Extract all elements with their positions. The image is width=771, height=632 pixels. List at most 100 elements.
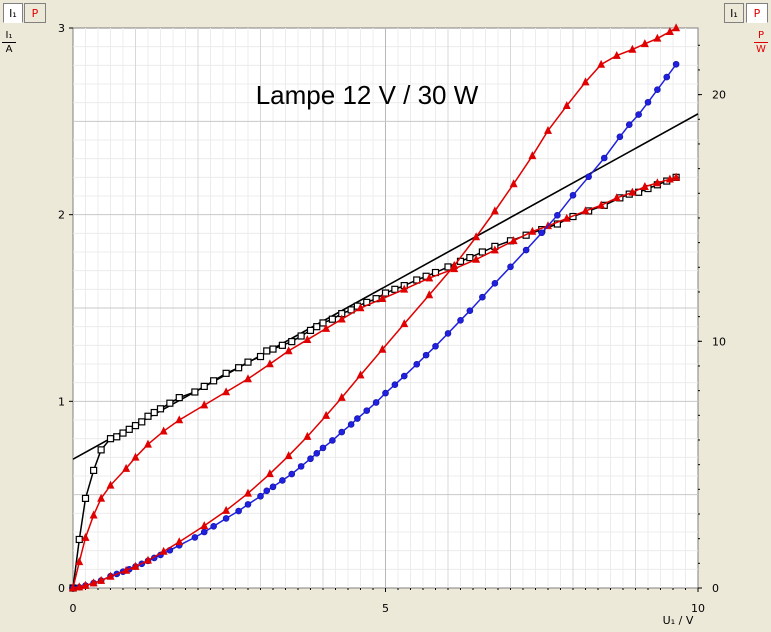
data-point-circle (382, 389, 389, 397)
data-point-triangle (159, 426, 168, 435)
data-point-triangle (400, 284, 409, 293)
data-point-triangle (378, 293, 387, 302)
data-point-triangle (222, 387, 231, 396)
data-point-circle (413, 360, 421, 368)
data-point-square (175, 394, 183, 402)
data-point-circle (491, 280, 499, 287)
data-point-triangle (89, 510, 98, 519)
y-left-tick-label: 3 (58, 22, 65, 35)
data-point-circle (479, 293, 486, 301)
data-point-triangle (144, 439, 152, 448)
data-point-triangle (89, 578, 98, 587)
data-point-square (256, 352, 265, 361)
data-point-triangle (106, 571, 115, 580)
data-point-triangle (425, 273, 434, 282)
data-point-triangle (131, 561, 140, 570)
data-point-circle (222, 515, 230, 522)
data-point-square (131, 422, 140, 430)
data-point-triangle (322, 323, 331, 332)
data-point-triangle (640, 181, 649, 190)
data-point-triangle (490, 206, 499, 215)
data-point-circle (522, 246, 530, 254)
data-point-triangle (581, 77, 590, 86)
data-point-circle (313, 450, 321, 457)
data-point-square (166, 399, 174, 407)
data-point-circle (257, 492, 264, 500)
data-point-square (381, 289, 390, 297)
data-point-triangle (97, 493, 106, 502)
data-point-triangle (356, 370, 365, 379)
tab-current-left[interactable]: I₁ (3, 3, 23, 23)
data-point-square (81, 494, 90, 502)
data-point-circle (338, 428, 346, 436)
data-point-square (90, 466, 98, 474)
data-point-circle (244, 501, 252, 508)
data-point-triangle (81, 580, 90, 589)
data-point-circle (663, 73, 671, 81)
data-point-circle (263, 487, 271, 495)
data-point-triangle (122, 565, 131, 574)
tab-label: I₁ (9, 7, 17, 20)
data-point-circle (466, 307, 474, 315)
data-point-circle (200, 528, 208, 536)
data-point-square (235, 364, 243, 372)
data-point-square (150, 408, 158, 417)
data-point-circle (354, 415, 361, 422)
data-point-triangle (597, 200, 606, 209)
data-point-circle (672, 60, 680, 68)
tab-label: P (31, 7, 39, 20)
tab-power-right[interactable]: P (746, 3, 768, 23)
data-point-circle (329, 437, 336, 444)
data-point-triangle (640, 39, 649, 48)
data-point-triangle (528, 226, 537, 235)
x-axis-unit: U₁ / V (662, 614, 694, 627)
data-point-triangle (122, 463, 131, 472)
tab-power-left[interactable]: P (24, 3, 46, 23)
y-left-tick-label: 0 (58, 582, 65, 595)
x-tick-label: 10 (691, 602, 705, 615)
data-point-triangle (612, 193, 621, 202)
data-point-square (391, 285, 399, 293)
data-point-triangle (337, 392, 346, 401)
data-point-triangle (337, 314, 346, 323)
data-point-triangle (284, 451, 293, 460)
data-point-circle (538, 229, 546, 237)
data-point-triangle (322, 410, 331, 419)
data-point-triangle (131, 452, 140, 461)
data-point-square (97, 446, 105, 454)
data-point-circle (372, 399, 380, 406)
data-point-triangle (284, 346, 293, 355)
data-point-circle (279, 477, 286, 484)
y-right-axis-unit: P W (754, 30, 768, 55)
y-left-unit-numerator: I₁ (5, 30, 13, 41)
data-point-circle (347, 421, 355, 428)
data-point-circle (444, 330, 452, 337)
y-left-axis-unit: I₁ A (2, 30, 16, 55)
data-point-circle (191, 534, 199, 541)
data-point-triangle (244, 488, 252, 497)
data-point-circle (235, 507, 242, 515)
data-point-square (328, 315, 336, 323)
data-point-triangle (544, 125, 552, 134)
y-left-unit-denominator: A (5, 44, 13, 55)
data-point-square (144, 412, 152, 420)
data-point-triangle (356, 303, 365, 312)
data-point-square (156, 405, 165, 413)
data-point-circle (585, 173, 592, 181)
data-point-triangle (472, 232, 481, 241)
data-point-circle (554, 211, 561, 219)
data-point-triangle (665, 174, 674, 183)
data-point-triangle (653, 178, 662, 187)
data-point-triangle (244, 374, 252, 383)
data-point-circle (635, 111, 642, 118)
data-point-circle (288, 470, 296, 478)
data-point-circle (457, 317, 464, 324)
data-point-triangle (97, 575, 106, 584)
data-point-triangle (509, 236, 518, 245)
data-point-triangle (265, 359, 274, 368)
data-point-square (263, 347, 271, 355)
data-point-square (210, 377, 218, 385)
data-point-circle (569, 191, 577, 199)
tab-current-right[interactable]: I₁ (724, 3, 744, 23)
series-layer (69, 23, 699, 592)
